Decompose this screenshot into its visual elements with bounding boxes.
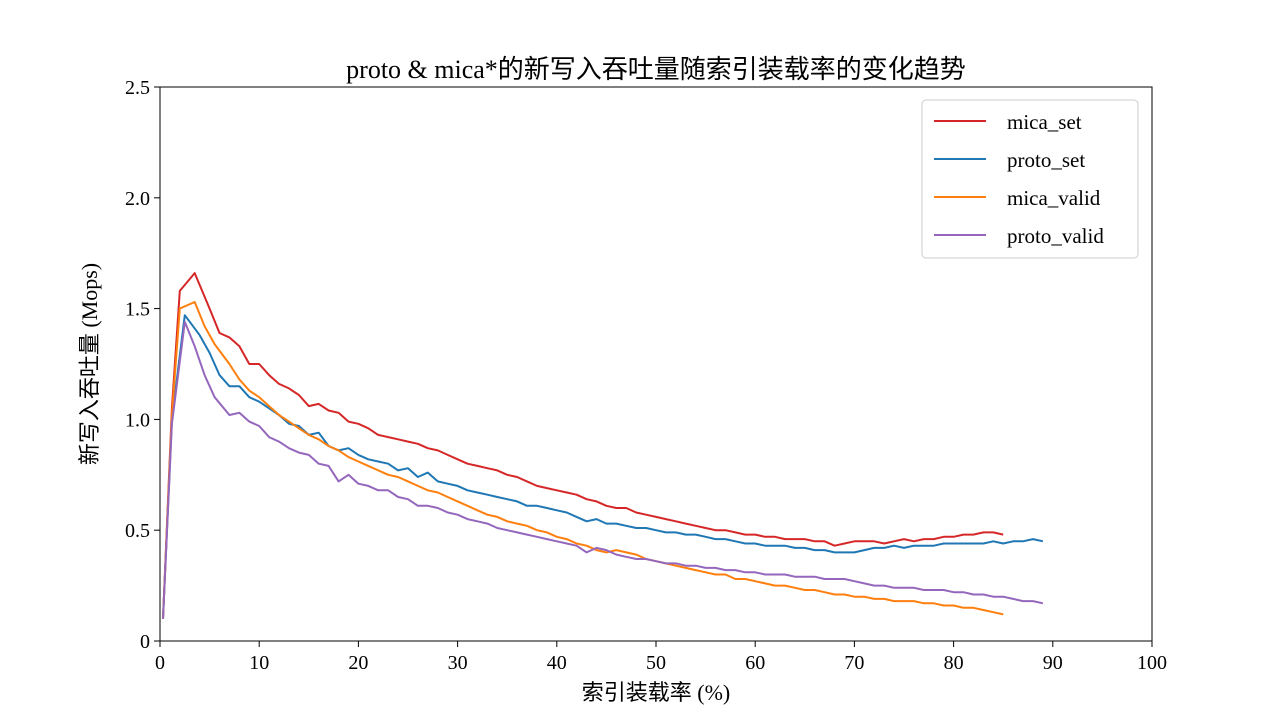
legend: mica_set proto_set mica_valid proto_valid — [921, 99, 1139, 259]
x-tick-label: 30 — [448, 652, 468, 674]
chart-title: proto & mica*的新写入吞吐量随索引装载率的变化趋势 — [346, 55, 966, 84]
x-tick-label: 80 — [944, 652, 964, 674]
plot-lines — [162, 272, 1044, 619]
x-tick-label: 40 — [547, 652, 567, 674]
y-tick-label: 1.5 — [125, 299, 150, 321]
y-tick-label: 0 — [140, 631, 150, 653]
y-tick-label: 0.5 — [125, 520, 150, 542]
x-tick-label: 50 — [646, 652, 666, 674]
x-axis: 0 10 20 30 40 50 60 70 80 90 100 — [155, 641, 1167, 674]
y-tick-label: 2.0 — [125, 188, 150, 210]
x-tick-label: 70 — [844, 652, 864, 674]
x-axis-label: 索引装载率 (%) — [582, 680, 730, 705]
legend-label-mica_set: mica_set — [1007, 110, 1082, 134]
series-line-mica_valid — [162, 301, 1004, 619]
y-tick-label: 1.0 — [125, 409, 150, 431]
x-tick-label: 100 — [1137, 652, 1167, 674]
series-line-proto_set — [162, 314, 1044, 619]
y-axis-label: 新写入吞吐量 (Mops) — [77, 263, 102, 465]
legend-label-proto_valid: proto_valid — [1007, 224, 1104, 248]
legend-label-mica_valid: mica_valid — [1007, 186, 1101, 210]
x-tick-label: 10 — [249, 652, 269, 674]
x-tick-label: 60 — [745, 652, 765, 674]
series-line-mica_set — [162, 272, 1004, 619]
series-line-proto_valid — [162, 320, 1044, 619]
x-tick-label: 90 — [1043, 652, 1063, 674]
x-tick-label: 20 — [348, 652, 368, 674]
x-tick-label: 0 — [155, 652, 165, 674]
legend-label-proto_set: proto_set — [1007, 148, 1085, 172]
y-tick-label: 2.5 — [125, 77, 150, 99]
y-axis: 0 0.5 1.0 1.5 2.0 2.5 — [125, 77, 160, 653]
legend-box — [921, 99, 1139, 259]
